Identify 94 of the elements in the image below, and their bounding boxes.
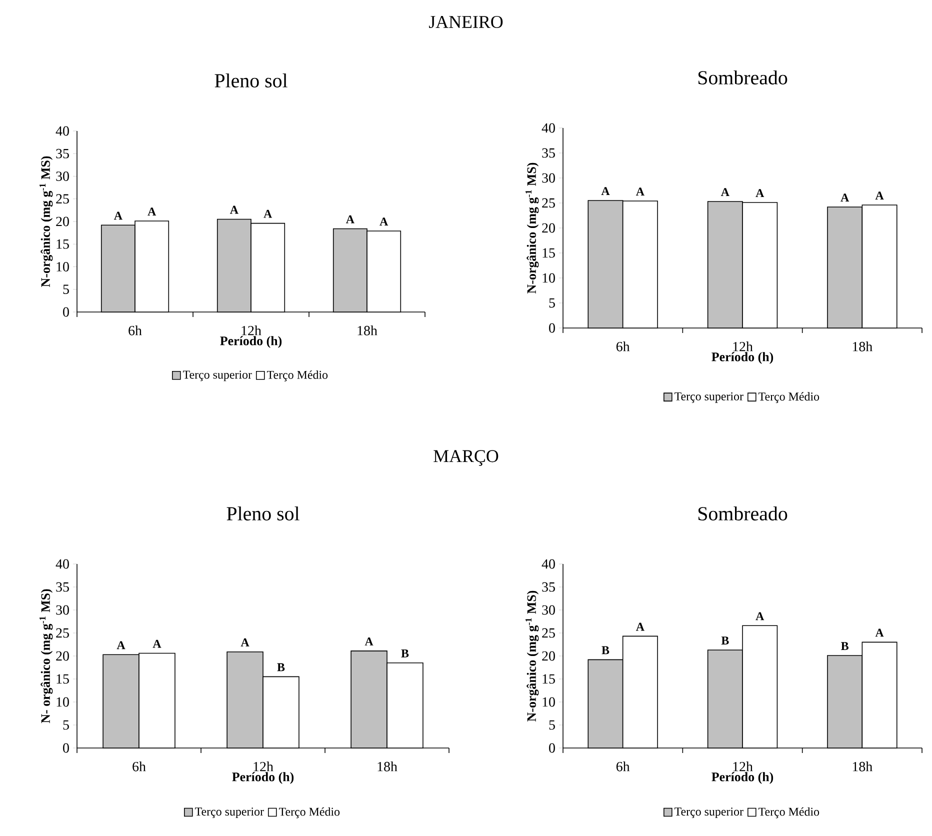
text: JANEIRO	[429, 16, 503, 28]
y-tick-label: 30	[56, 605, 69, 615]
y-axis-title: N-orgânico (mg g$^{-1}$ MS)	[40, 156, 53, 287]
y-tick-label: 20	[542, 223, 555, 233]
data-label: A	[875, 192, 884, 200]
x-tick-label: 6h	[132, 761, 146, 772]
legend-label: Terço superior	[183, 370, 252, 382]
y-tick-label: 30	[542, 173, 555, 183]
x-tick-label: 18h	[358, 325, 378, 336]
data-label: A	[601, 187, 610, 195]
y-tick-label: 15	[56, 239, 69, 249]
y-tick-label: 40	[56, 559, 69, 569]
data-label: A	[230, 206, 238, 214]
y-axis-title: N-orgânico (mg g$^{-1}$ MS)	[526, 162, 539, 294]
data-label: B	[602, 646, 610, 654]
data-label: A	[152, 640, 162, 648]
text: MARÇO	[434, 450, 498, 466]
y-tick-label: 15	[542, 248, 555, 258]
data-label: A	[114, 212, 122, 220]
y-tick-label: 5	[63, 720, 69, 730]
data-label: A	[720, 188, 730, 196]
y-tick-label: 40	[542, 559, 555, 569]
y-tick-label: 5	[63, 284, 69, 294]
y-tick-label: 15	[542, 674, 555, 684]
legend-label: Terço Médio	[758, 807, 820, 818]
y-tick-label: 10	[56, 697, 69, 707]
data-label: A	[364, 638, 374, 646]
legend-label: Terço superior	[195, 808, 264, 818]
y-tick-label: 10	[542, 697, 555, 707]
chart-title: Pleno sol	[226, 506, 300, 520]
y-axis-title: N-orgânico (mg g$^{-1}$ MS)	[526, 590, 539, 722]
y-tick-label: 0	[63, 307, 69, 317]
y-tick-label: 35	[56, 582, 69, 592]
data-label: A	[264, 210, 272, 218]
data-label: A	[346, 215, 354, 224]
data-label: B	[401, 650, 409, 658]
data-label: A	[756, 189, 764, 197]
data-label: A	[636, 188, 644, 196]
data-label: A	[840, 194, 850, 202]
y-tick-label: 20	[542, 651, 555, 661]
y-tick-label: 25	[56, 194, 69, 204]
data-label: B	[277, 663, 285, 672]
x-axis-title: Período (h)	[220, 336, 282, 348]
x-tick-label: 12h	[733, 341, 753, 352]
data-label: A	[636, 622, 644, 631]
chart-title: Sombreado	[698, 70, 788, 84]
data-label: B	[841, 642, 848, 650]
y-tick-label: 35	[542, 582, 555, 592]
x-tick-label: 12h	[254, 761, 274, 772]
y-axis-title: N- orgânico (mg g$^{-1}$ MS)	[40, 589, 53, 724]
x-tick-label: 6h	[616, 761, 630, 772]
data-label: A	[875, 628, 884, 637]
data-label: A	[240, 638, 250, 646]
x-tick-label: 18h	[378, 761, 398, 772]
y-tick-label: 25	[542, 628, 555, 638]
y-tick-label: 40	[542, 123, 555, 133]
y-tick-label: 25	[56, 628, 69, 638]
data-label: A	[116, 641, 126, 650]
chart-title: Sombreado	[698, 506, 788, 520]
x-tick-label: 12h	[733, 761, 753, 772]
x-axis-title: Período (h)	[232, 772, 294, 784]
legend-label: Terço superior	[674, 808, 744, 818]
x-tick-label: 6h	[128, 325, 142, 336]
legend-label: Terço superior	[674, 392, 744, 403]
x-tick-label: 12h	[242, 325, 262, 336]
y-tick-label: 20	[56, 216, 69, 226]
y-tick-label: 15	[56, 674, 69, 684]
y-tick-label: 10	[56, 262, 69, 272]
legend-label: Terço Médio	[758, 392, 820, 404]
data-label: A	[380, 218, 388, 226]
y-tick-label: 5	[549, 720, 555, 730]
y-tick-label: 0	[63, 743, 69, 753]
x-tick-label: 6h	[616, 341, 630, 352]
chart-title: Pleno sol	[214, 73, 288, 88]
data-label: A	[148, 208, 156, 216]
legend-label: Terço Médio	[278, 807, 340, 818]
y-tick-label: 10	[542, 273, 555, 283]
y-tick-label: 30	[542, 605, 555, 615]
y-tick-label: 40	[56, 126, 69, 136]
x-tick-label: 18h	[852, 341, 872, 352]
y-tick-label: 35	[56, 148, 69, 158]
legend-label: Terço Médio	[266, 370, 328, 382]
y-tick-label: 30	[56, 172, 69, 181]
x-axis-title: Período (h)	[712, 772, 774, 784]
x-tick-label: 18h	[852, 761, 872, 772]
data-label: B	[721, 636, 729, 644]
y-tick-label: 20	[56, 651, 69, 661]
y-tick-label: 25	[542, 198, 555, 208]
y-tick-label: 0	[549, 743, 555, 753]
y-tick-label: 5	[549, 298, 555, 308]
data-label: A	[756, 612, 764, 620]
y-tick-label: 0	[549, 323, 555, 333]
y-tick-label: 35	[542, 148, 555, 158]
x-axis-title: Período (h)	[712, 352, 774, 364]
